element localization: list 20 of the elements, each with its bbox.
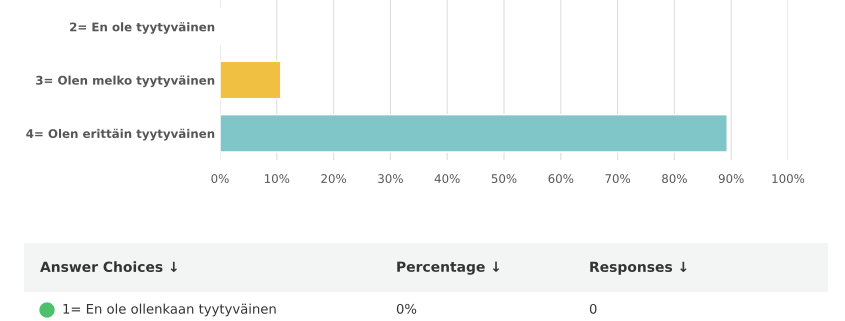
x-tick-label: 80% — [662, 174, 687, 184]
text: 1= En ole ollenkaan tyytyväinen — [63, 304, 276, 316]
x-tick-label: 60% — [548, 174, 574, 184]
y-tick-label: 2= En ole tyytyväinen — [70, 22, 214, 34]
text: Answer Choices ↓ — [40, 261, 177, 272]
x-tick-label: 70% — [605, 174, 630, 184]
y-tick-label: 4= Olen erittäin tyytyväinen — [26, 128, 214, 140]
x-tick-label: 20% — [321, 174, 346, 184]
x-tick-label: 100% — [772, 174, 804, 184]
x-tick-label: 50% — [492, 174, 516, 184]
text: 0 — [590, 304, 597, 314]
x-tick-label: 90% — [718, 174, 744, 184]
text: Responses ↓ — [590, 262, 687, 275]
x-tick-label: 30% — [378, 174, 403, 184]
x-tick-label: 10% — [264, 174, 290, 184]
y-tick-label: 3= Olen melko tyytyväinen — [36, 75, 214, 88]
text: 0% — [396, 304, 416, 314]
x-tick-label: 40% — [434, 174, 460, 184]
x-tick-label: 0% — [211, 174, 229, 184]
text: Percentage ↓ — [397, 262, 500, 275]
